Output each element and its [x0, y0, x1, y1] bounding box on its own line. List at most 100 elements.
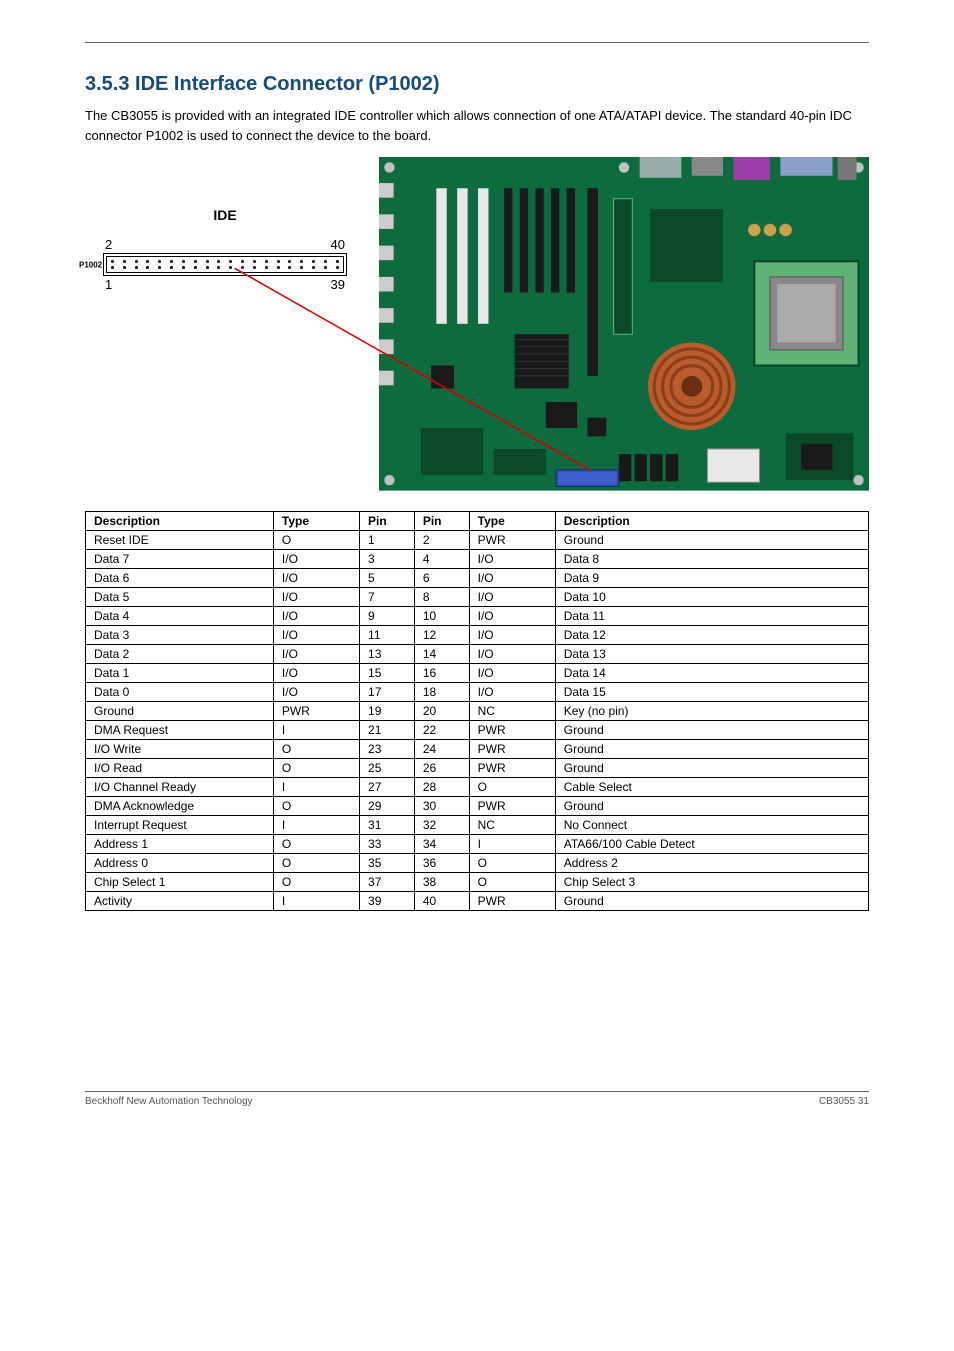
pin-dot	[146, 260, 149, 263]
table-cell: Data 4	[86, 606, 274, 625]
table-cell: PWR	[469, 891, 555, 910]
table-cell: 32	[414, 815, 469, 834]
pin-label-40: 40	[331, 237, 345, 252]
table-cell: Data 6	[86, 568, 274, 587]
footer-rule	[85, 1091, 869, 1092]
table-cell: Ground	[86, 701, 274, 720]
table-cell: 8	[414, 587, 469, 606]
table-cell: Data 1	[86, 663, 274, 682]
table-cell: Ground	[555, 739, 868, 758]
pin-dot	[123, 266, 126, 269]
table-cell: Address 1	[86, 834, 274, 853]
table-cell: 26	[414, 758, 469, 777]
table-cell: 31	[360, 815, 415, 834]
table-cell: 9	[360, 606, 415, 625]
table-cell: 6	[414, 568, 469, 587]
table-row: Data 1I/O1516I/OData 14	[86, 663, 869, 682]
table-cell: DMA Request	[86, 720, 274, 739]
table-cell: 38	[414, 872, 469, 891]
table-cell: PWR	[469, 720, 555, 739]
table-cell: Data 14	[555, 663, 868, 682]
table-cell: PWR	[469, 758, 555, 777]
pin-dot	[229, 260, 232, 263]
table-row: Data 7I/O34I/OData 8	[86, 549, 869, 568]
pin-dot	[277, 260, 280, 263]
table-cell: Chip Select 3	[555, 872, 868, 891]
table-cell: O	[273, 796, 359, 815]
pin-dot	[182, 266, 185, 269]
table-cell: I/O	[469, 625, 555, 644]
table-cell: 27	[360, 777, 415, 796]
pin-dot	[123, 260, 126, 263]
table-cell: Data 10	[555, 587, 868, 606]
table-cell: I/O Write	[86, 739, 274, 758]
table-cell: O	[469, 872, 555, 891]
table-cell: Address 0	[86, 853, 274, 872]
table-cell: Data 13	[555, 644, 868, 663]
table-cell: 10	[414, 606, 469, 625]
pin-dot	[300, 266, 303, 269]
table-row: Chip Select 1O3738OChip Select 3	[86, 872, 869, 891]
table-cell: 40	[414, 891, 469, 910]
pin-dot	[170, 260, 173, 263]
table-cell: 29	[360, 796, 415, 815]
table-cell: Ground	[555, 720, 868, 739]
table-cell: O	[469, 777, 555, 796]
pin-dot	[324, 266, 327, 269]
table-cell: Ground	[555, 530, 868, 549]
pin-dot	[241, 266, 244, 269]
pin-dot	[265, 266, 268, 269]
table-cell: 12	[414, 625, 469, 644]
table-cell: PWR	[469, 796, 555, 815]
pin-dot	[217, 260, 220, 263]
table-cell: 16	[414, 663, 469, 682]
pin-dot	[194, 260, 197, 263]
ide-label: IDE	[85, 207, 365, 223]
table-header: Type	[273, 511, 359, 530]
pin-dot	[158, 260, 161, 263]
table-row: Data 0I/O1718I/OData 15	[86, 682, 869, 701]
table-row: Address 1O3334IATA66/100 Cable Detect	[86, 834, 869, 853]
table-cell: I/O	[273, 587, 359, 606]
table-cell: 18	[414, 682, 469, 701]
table-cell: O	[273, 872, 359, 891]
table-cell: I	[469, 834, 555, 853]
footer-right: CB3055 31	[819, 1096, 869, 1107]
table-cell: Key (no pin)	[555, 701, 868, 720]
table-cell: 22	[414, 720, 469, 739]
board-photo	[379, 157, 869, 491]
table-cell: O	[273, 834, 359, 853]
pin-dot	[229, 266, 232, 269]
table-header: Pin	[360, 511, 415, 530]
pin-dot	[146, 266, 149, 269]
table-row: DMA AcknowledgeO2930PWRGround	[86, 796, 869, 815]
table-cell: O	[273, 853, 359, 872]
table-cell: O	[469, 853, 555, 872]
table-cell: 4	[414, 549, 469, 568]
table-cell: 14	[414, 644, 469, 663]
pin-dot	[111, 260, 114, 263]
table-cell: 36	[414, 853, 469, 872]
table-cell: 33	[360, 834, 415, 853]
table-cell: NC	[469, 701, 555, 720]
table-header: Pin	[414, 511, 469, 530]
table-cell: 2	[414, 530, 469, 549]
table-header: Type	[469, 511, 555, 530]
table-cell: I/O	[273, 606, 359, 625]
table-cell: I/O	[469, 587, 555, 606]
section-title: 3.5.3 IDE Interface Connector (P1002)	[85, 73, 869, 96]
table-cell: O	[273, 739, 359, 758]
pin-dot	[217, 266, 220, 269]
table-cell: No Connect	[555, 815, 868, 834]
table-cell: I/O	[469, 644, 555, 663]
table-cell: Data 0	[86, 682, 274, 701]
table-cell: 30	[414, 796, 469, 815]
pin-dot	[135, 260, 138, 263]
pin-dot	[206, 260, 209, 263]
table-cell: ATA66/100 Cable Detect	[555, 834, 868, 853]
footer-left: Beckhoff New Automation Technology	[85, 1096, 253, 1107]
table-cell: I/O	[273, 568, 359, 587]
table-cell: I/O	[273, 549, 359, 568]
table-cell: I/O	[273, 663, 359, 682]
table-cell: Data 9	[555, 568, 868, 587]
